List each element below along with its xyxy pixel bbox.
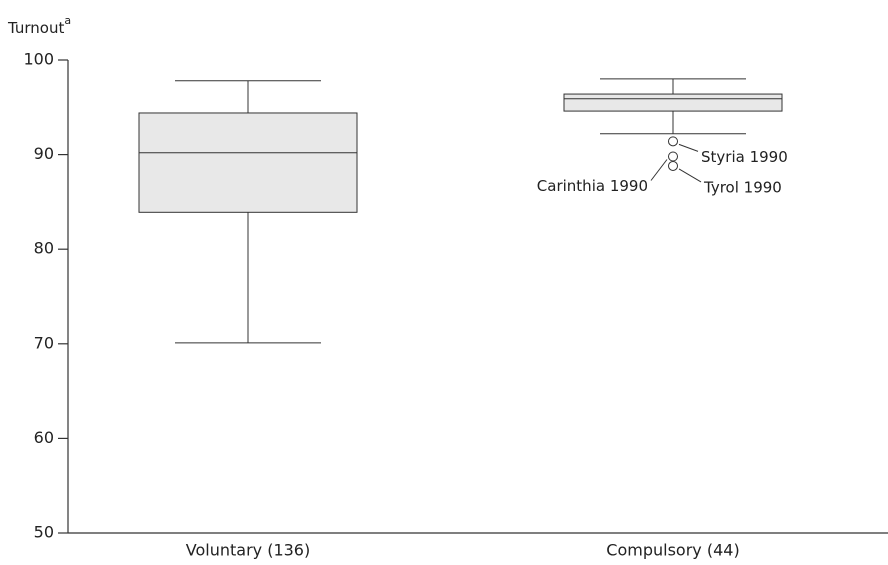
- y-tick-label: 90: [34, 144, 54, 163]
- outlier: [668, 160, 678, 171]
- y-tick-label: 100: [23, 50, 54, 69]
- y-tick-label: 80: [34, 239, 54, 258]
- y-tick-label: 50: [34, 523, 54, 542]
- outlier-leader: [678, 168, 702, 183]
- outlier-label: Styria 1990: [701, 148, 788, 166]
- y-axis-label-text: Turnout: [7, 19, 64, 37]
- outlier-leader: [650, 159, 668, 181]
- box: [563, 93, 783, 112]
- outlier: [668, 136, 678, 147]
- y-axis-label: Turnouta: [7, 14, 71, 37]
- x-tick-label: Voluntary (136): [186, 541, 310, 560]
- outlier-leader: [678, 143, 699, 152]
- y-tick-label: 60: [34, 428, 54, 447]
- outlier-label: Carinthia 1990: [537, 177, 648, 195]
- outlier: [668, 151, 678, 162]
- x-tick-label: Compulsory (44): [606, 541, 739, 560]
- box: [138, 112, 358, 213]
- y-axis-label-superscript: a: [64, 14, 71, 27]
- outlier-label: Tyrol 1990: [703, 178, 782, 196]
- y-tick-label: 70: [34, 333, 54, 352]
